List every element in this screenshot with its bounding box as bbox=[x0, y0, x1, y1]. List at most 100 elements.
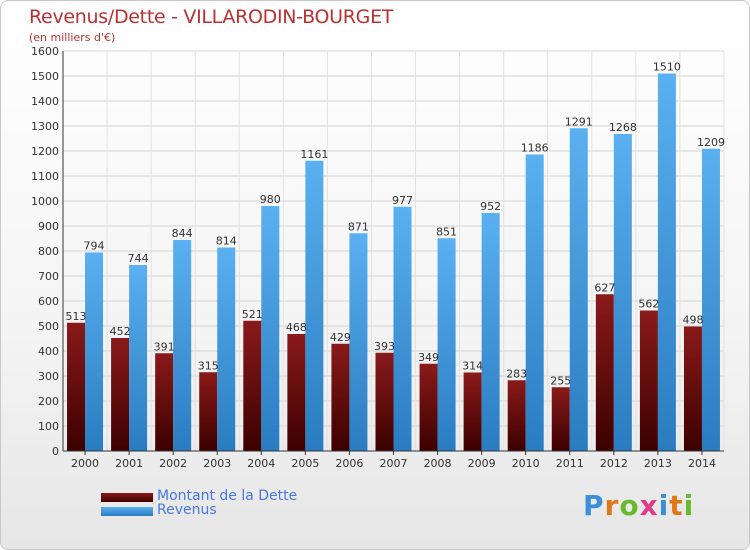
data-label-debt: 315 bbox=[198, 359, 219, 372]
chart-title: Revenus/Dette - VILLARODIN-BOURGET bbox=[29, 6, 394, 28]
bar-debt bbox=[287, 334, 306, 451]
y-tick-label: 600 bbox=[38, 295, 59, 308]
bar-revenue bbox=[437, 238, 456, 451]
data-label-revenue: 977 bbox=[392, 194, 413, 207]
y-tick-label: 1600 bbox=[31, 45, 59, 58]
bar-debt bbox=[683, 326, 702, 451]
data-label-debt: 314 bbox=[462, 360, 483, 373]
data-label-debt: 562 bbox=[638, 298, 659, 311]
legend-swatch-debt bbox=[101, 493, 153, 502]
data-label-debt: 498 bbox=[682, 314, 703, 327]
y-tick-label: 1400 bbox=[31, 95, 59, 108]
y-tick-label: 100 bbox=[38, 420, 59, 433]
bar-revenue bbox=[261, 206, 280, 451]
x-tick-label: 2011 bbox=[556, 457, 584, 470]
data-label-debt: 452 bbox=[110, 325, 131, 338]
x-tick-label: 2006 bbox=[335, 457, 363, 470]
y-tick-label: 1200 bbox=[31, 145, 59, 158]
bar-debt bbox=[419, 363, 438, 451]
logo-letter: P bbox=[583, 489, 605, 522]
bar-revenue bbox=[657, 73, 676, 451]
y-tick-label: 800 bbox=[38, 245, 59, 258]
y-tick-label: 700 bbox=[38, 270, 59, 283]
y-tick-label: 1100 bbox=[31, 170, 59, 183]
data-label-revenue: 980 bbox=[260, 193, 281, 206]
bar-debt bbox=[243, 320, 262, 451]
x-tick-label: 2007 bbox=[380, 457, 408, 470]
bar-debt bbox=[595, 294, 614, 451]
data-label-revenue: 1209 bbox=[697, 136, 725, 149]
data-label-debt: 255 bbox=[550, 374, 571, 387]
bar-revenue bbox=[349, 233, 368, 451]
bar-debt bbox=[67, 322, 86, 451]
data-label-revenue: 871 bbox=[348, 220, 369, 233]
y-tick-label: 1000 bbox=[31, 195, 59, 208]
data-label-revenue: 744 bbox=[128, 252, 149, 265]
bar-debt bbox=[199, 372, 218, 451]
data-label-debt: 468 bbox=[286, 321, 307, 334]
bar-revenue bbox=[305, 160, 324, 451]
logo-letter: x bbox=[639, 489, 659, 522]
y-tick-label: 300 bbox=[38, 370, 59, 383]
chart-subtitle: (en milliers d'€) bbox=[29, 31, 116, 44]
bar-revenue bbox=[569, 128, 588, 451]
data-label-debt: 283 bbox=[506, 367, 527, 380]
bar-debt bbox=[639, 310, 658, 451]
bar-revenue bbox=[525, 154, 544, 451]
y-tick-label: 400 bbox=[38, 345, 59, 358]
data-label-revenue: 1291 bbox=[565, 115, 593, 128]
data-label-revenue: 794 bbox=[84, 240, 105, 253]
y-tick-label: 1300 bbox=[31, 120, 59, 133]
bar-revenue bbox=[613, 134, 632, 451]
legend-label-revenue: Revenus bbox=[157, 502, 217, 518]
x-tick-label: 2003 bbox=[203, 457, 231, 470]
x-tick-label: 2010 bbox=[512, 457, 540, 470]
data-label-debt: 349 bbox=[418, 351, 439, 364]
x-tick-label: 2008 bbox=[424, 457, 452, 470]
x-tick-label: 2000 bbox=[71, 457, 99, 470]
data-label-revenue: 1161 bbox=[300, 148, 328, 161]
logo-letter: o bbox=[619, 489, 640, 522]
bar-revenue bbox=[217, 247, 236, 451]
data-label-debt: 429 bbox=[330, 331, 351, 344]
data-label-debt: 513 bbox=[66, 310, 87, 323]
logo-letter: t bbox=[669, 489, 684, 522]
logo-letter: i bbox=[683, 489, 695, 522]
data-label-revenue: 844 bbox=[172, 227, 193, 240]
data-label-revenue: 814 bbox=[216, 235, 237, 248]
bar-debt bbox=[111, 338, 130, 451]
x-tick-label: 2013 bbox=[644, 457, 672, 470]
x-tick-label: 2002 bbox=[159, 457, 187, 470]
bar-debt bbox=[375, 352, 394, 451]
y-tick-label: 500 bbox=[38, 320, 59, 333]
bar-revenue bbox=[481, 213, 500, 451]
data-label-revenue: 1186 bbox=[521, 142, 549, 155]
bar-revenue bbox=[129, 265, 148, 451]
logo-letter: i bbox=[658, 489, 670, 522]
data-label-debt: 521 bbox=[242, 308, 263, 321]
x-tick-label: 2012 bbox=[600, 457, 628, 470]
data-label-revenue: 851 bbox=[436, 225, 457, 238]
x-tick-label: 2014 bbox=[688, 457, 716, 470]
bar-debt bbox=[463, 372, 482, 451]
data-label-debt: 627 bbox=[594, 281, 615, 294]
bar-revenue bbox=[173, 240, 192, 451]
legend-label-debt: Montant de la Dette bbox=[157, 488, 298, 504]
bar-debt bbox=[331, 343, 350, 451]
y-tick-label: 1500 bbox=[31, 70, 59, 83]
bar-debt bbox=[551, 387, 570, 451]
bar-revenue bbox=[393, 206, 412, 451]
y-tick-label: 200 bbox=[38, 395, 59, 408]
bar-revenue bbox=[701, 148, 720, 451]
data-label-revenue: 1510 bbox=[653, 61, 681, 74]
data-label-debt: 393 bbox=[374, 340, 395, 353]
data-label-revenue: 1268 bbox=[609, 121, 637, 134]
logo-letter: r bbox=[604, 489, 620, 522]
bar-debt bbox=[155, 353, 174, 451]
bar-debt bbox=[507, 380, 526, 451]
data-label-debt: 391 bbox=[154, 340, 175, 353]
x-tick-label: 2009 bbox=[468, 457, 496, 470]
x-tick-label: 2004 bbox=[247, 457, 275, 470]
y-tick-label: 0 bbox=[52, 445, 59, 458]
